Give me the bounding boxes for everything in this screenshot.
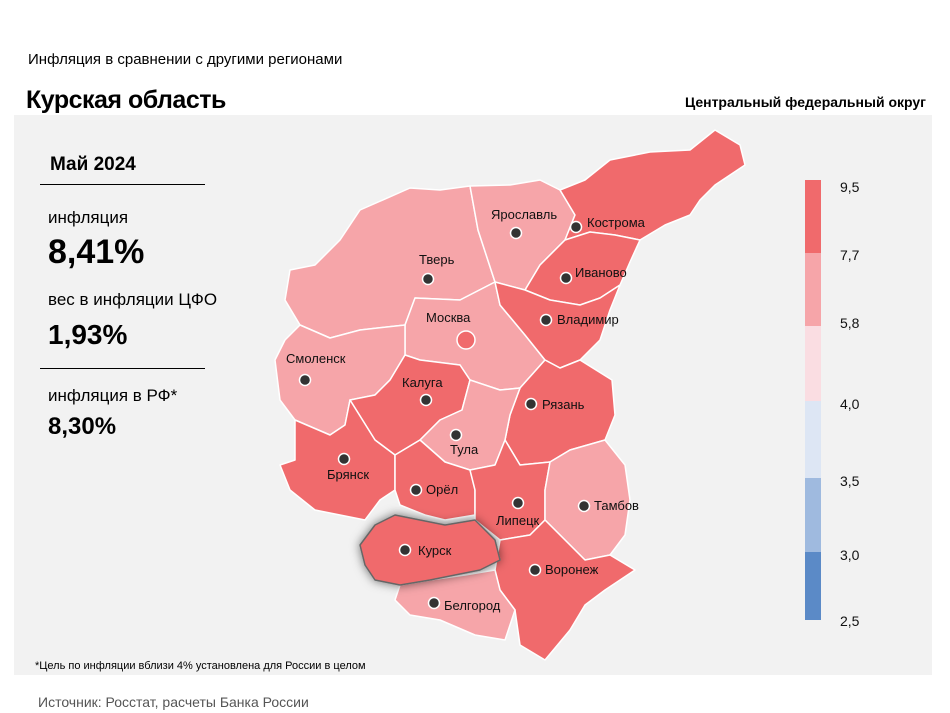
scale-band-3-5-4-0 bbox=[805, 401, 821, 478]
scale-tick-label: 3,0 bbox=[840, 547, 860, 563]
region-label-orel: Орёл bbox=[426, 482, 458, 497]
scale-tick-label: 5,8 bbox=[840, 315, 860, 331]
divider bbox=[40, 184, 205, 185]
scale-band-4-0-5-8 bbox=[805, 326, 821, 401]
rf-inflation-value: 8,30% bbox=[48, 413, 117, 440]
color-scale-legend: 9,5 7,7 5,8 4,0 3,5 3,0 2,5 bbox=[805, 179, 860, 629]
region-label-tula: Тула bbox=[450, 442, 479, 457]
city-marker-kursk bbox=[398, 543, 412, 557]
region-label-ryazan: Рязань bbox=[542, 397, 585, 412]
weight-value: 1,93% bbox=[48, 319, 128, 350]
region-label-lipetsk: Липецк bbox=[496, 513, 540, 528]
region-bryansk[interactable] bbox=[279, 399, 396, 521]
page-title: Курская область bbox=[26, 86, 226, 114]
scale-band-3-0-3-5 bbox=[805, 478, 821, 552]
city-marker-tambov bbox=[577, 499, 591, 513]
scale-band-5-8-7-7 bbox=[805, 253, 821, 326]
period-label: Май 2024 bbox=[50, 154, 136, 175]
scale-tick-label: 4,0 bbox=[840, 396, 860, 412]
region-label-ivanovo: Иваново bbox=[575, 265, 627, 280]
inflation-label: инфляция bbox=[48, 208, 129, 227]
region-label-tambov: Тамбов bbox=[594, 498, 639, 513]
city-marker-bryansk bbox=[337, 452, 351, 466]
region-label-smolensk: Смоленск bbox=[286, 351, 346, 366]
city-marker-orel bbox=[409, 483, 423, 497]
source-note: Источник: Росстат, расчеты Банка России bbox=[38, 694, 309, 710]
city-marker-ryazan bbox=[524, 397, 538, 411]
region-label-yaroslavl: Ярославль bbox=[491, 207, 557, 222]
city-marker-vladimir bbox=[539, 313, 553, 327]
scale-band-7-7-9-5 bbox=[805, 180, 821, 253]
city-marker-smolensk bbox=[298, 373, 312, 387]
scale-tick-label: 7,7 bbox=[840, 247, 860, 263]
region-label-tver: Тверь bbox=[419, 252, 455, 267]
city-marker-tver bbox=[421, 272, 435, 286]
rf-inflation-label: инфляция в РФ* bbox=[48, 386, 178, 405]
region-label-bryansk: Брянск bbox=[327, 467, 369, 482]
city-marker-kostroma bbox=[569, 220, 583, 234]
region-label-kostroma: Кострома bbox=[587, 215, 646, 230]
city-markers bbox=[298, 220, 591, 610]
district-name: Центральный федеральный округ bbox=[684, 94, 926, 110]
weight-label: вес в инфляции ЦФО bbox=[48, 290, 218, 309]
city-marker-voronezh bbox=[528, 563, 542, 577]
region-label-kursk: Курск bbox=[418, 543, 452, 558]
scale-tick-label: 2,5 bbox=[840, 613, 860, 629]
region-belgorod[interactable] bbox=[394, 569, 516, 641]
city-marker-ivanovo bbox=[559, 271, 573, 285]
region-label-belgorod: Белгород bbox=[444, 598, 501, 613]
city-marker-kaluga bbox=[419, 393, 433, 407]
subtitle: Инфляция в сравнении с другими регионами bbox=[28, 51, 343, 68]
inflation-value: 8,41% bbox=[48, 233, 145, 271]
scale-tick-label: 9,5 bbox=[840, 179, 860, 195]
city-marker-moskva bbox=[456, 330, 476, 350]
city-marker-tula bbox=[449, 428, 463, 442]
scale-band-2-5-3-0 bbox=[805, 552, 821, 620]
footnote: *Цель по инфляции вблизи 4% установлена … bbox=[35, 660, 366, 672]
region-label-vladimir: Владимир bbox=[557, 312, 619, 327]
region-vladimir[interactable] bbox=[494, 281, 621, 369]
scale-tick-label: 3,5 bbox=[840, 473, 860, 489]
divider bbox=[40, 368, 205, 369]
city-marker-belgorod bbox=[427, 596, 441, 610]
region-label-kaluga: Калуга bbox=[402, 375, 443, 390]
region-label-moskva: Москва bbox=[426, 310, 471, 325]
city-marker-yaroslavl bbox=[509, 226, 523, 240]
region-tambov[interactable] bbox=[544, 439, 631, 561]
region-label-voronezh: Воронеж bbox=[545, 562, 599, 577]
city-marker-lipetsk bbox=[511, 496, 525, 510]
region-kursk[interactable] bbox=[359, 514, 501, 586]
